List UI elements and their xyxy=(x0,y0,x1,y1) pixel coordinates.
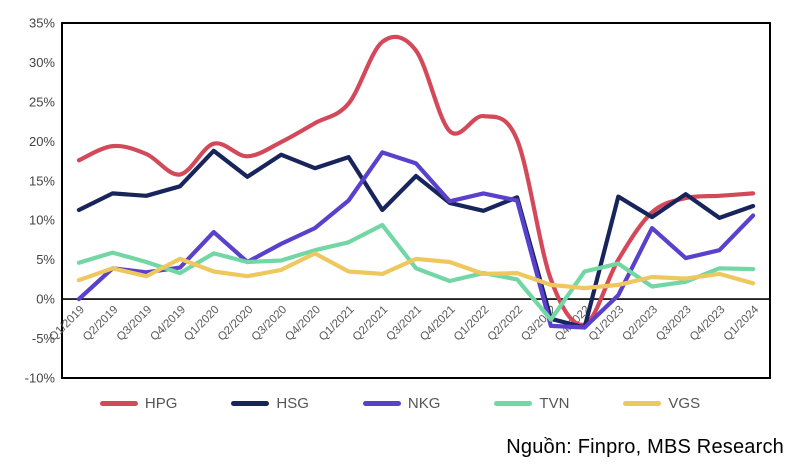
x-tick-label: Q3/2019 xyxy=(115,304,155,344)
y-tick-label: 0% xyxy=(36,292,55,307)
legend-label: HSG xyxy=(276,394,309,412)
x-tick-label: Q3/2022 xyxy=(519,304,559,344)
source-note: Nguồn: Finpro, MBS Research xyxy=(506,436,784,458)
x-tick-label: Q2/2021 xyxy=(351,304,391,344)
x-tick-label: Q2/2020 xyxy=(216,304,256,344)
x-tick-label: Q1/2023 xyxy=(587,304,627,344)
x-tick-label: Q2/2022 xyxy=(486,304,526,344)
x-tick-label: Q4/2023 xyxy=(688,304,728,344)
x-tick-label: Q4/2020 xyxy=(283,304,323,344)
series-line-hpg xyxy=(76,34,756,327)
chart-legend: HPG HSG NKG TVN VGS xyxy=(0,392,800,414)
y-tick-label: 20% xyxy=(29,134,55,149)
y-axis-labels: 35% 30% 25% 20% 15% 10% 5% 0% -5% -10% xyxy=(25,16,56,386)
series-line-hsg xyxy=(76,148,756,330)
y-tick-label: 10% xyxy=(29,213,55,228)
x-tick-label: Q2/2019 xyxy=(81,304,121,344)
legend-label: TVN xyxy=(539,394,570,412)
y-tick-label: 5% xyxy=(36,252,55,267)
y-tick-label: 30% xyxy=(29,55,55,70)
x-tick-label: Q3/2023 xyxy=(654,304,694,344)
x-tick-label: Q3/2021 xyxy=(384,304,424,344)
x-tick-label: Q1/2024 xyxy=(722,303,762,343)
legend-color-swatch xyxy=(623,400,662,406)
x-tick-label: Q1/2020 xyxy=(182,304,222,344)
x-tick-label: Q4/2019 xyxy=(148,304,188,344)
legend-color-swatch xyxy=(494,400,533,406)
x-tick-label: Q1/2021 xyxy=(317,304,357,344)
y-tick-label: 35% xyxy=(29,16,55,31)
x-tick-label: Q2/2023 xyxy=(620,304,660,344)
legend-item-tvn: TVN xyxy=(494,396,569,411)
x-tick-label: Q4/2021 xyxy=(418,304,458,344)
series-line-vgs xyxy=(76,251,756,291)
legend-item-vgs: VGS xyxy=(623,396,700,411)
legend-label: HPG xyxy=(144,394,178,412)
series-line-nkg xyxy=(76,150,756,330)
legend-label: VGS xyxy=(668,394,701,412)
y-tick-label: -10% xyxy=(25,371,56,386)
legend-label: NKG xyxy=(407,394,441,412)
x-tick-label: Q1/2019 xyxy=(47,304,87,344)
plot-border xyxy=(61,22,771,379)
x-tick-label: Q3/2020 xyxy=(250,304,290,344)
y-tick-label: 15% xyxy=(29,173,55,188)
legend-color-swatch xyxy=(362,400,401,406)
legend-color-swatch xyxy=(99,400,138,406)
x-tick-label: Q1/2022 xyxy=(452,304,492,344)
y-tick-label: -5% xyxy=(32,331,56,346)
legend-color-swatch xyxy=(231,400,270,406)
legend-item-hsg: HSG xyxy=(231,396,309,411)
legend-item-nkg: NKG xyxy=(362,394,441,412)
y-tick-label: 25% xyxy=(29,94,55,109)
x-axis-labels: Q1/2019Q2/2019Q3/2019Q4/2019Q1/2020Q2/20… xyxy=(47,303,761,343)
legend-item-hpg: HPG xyxy=(99,394,178,412)
